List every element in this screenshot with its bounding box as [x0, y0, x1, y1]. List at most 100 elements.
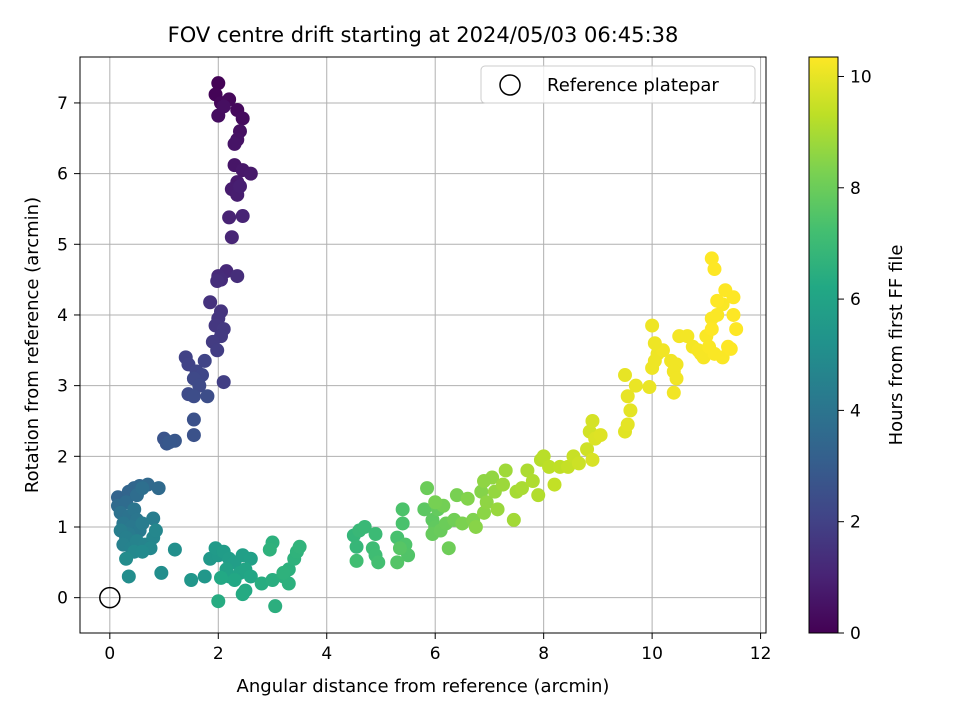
data-point	[536, 449, 551, 464]
data-point	[265, 572, 280, 587]
data-point	[235, 209, 250, 224]
data-point	[146, 511, 161, 526]
x-tick-label: 10	[641, 644, 663, 664]
data-point	[235, 111, 250, 126]
data-point	[618, 368, 633, 383]
y-tick-label: 3	[57, 377, 68, 397]
data-point	[455, 516, 470, 531]
x-tick-label: 4	[321, 644, 332, 664]
data-point	[292, 539, 307, 554]
y-tick-label: 2	[57, 447, 68, 467]
data-point	[593, 428, 608, 443]
y-tick-label: 4	[57, 306, 68, 326]
data-point	[479, 495, 494, 510]
legend-marker	[499, 74, 521, 96]
data-point	[417, 502, 432, 517]
data-point	[669, 371, 684, 386]
legend: Reference platepar	[480, 65, 756, 104]
reference-point-marker	[99, 586, 121, 609]
data-point	[585, 452, 600, 467]
data-point	[167, 542, 182, 557]
data-point	[710, 293, 725, 308]
data-point	[119, 551, 134, 566]
data-point	[460, 491, 475, 506]
data-point	[210, 274, 225, 289]
colorbar-tick-label: 2	[850, 513, 861, 533]
data-point	[281, 576, 296, 591]
data-point	[477, 505, 492, 520]
data-point	[390, 555, 405, 570]
x-tick-label: 2	[213, 644, 224, 664]
data-point	[197, 353, 212, 368]
data-point	[696, 350, 711, 365]
y-axis-ticks: 0 1 2 3 4 5 6 7	[57, 94, 80, 609]
data-point	[680, 329, 695, 344]
data-point	[357, 519, 372, 534]
data-point	[135, 544, 150, 559]
data-point	[216, 375, 231, 390]
colorbar-tick-label: 8	[850, 179, 861, 199]
data-point	[135, 481, 150, 496]
data-point	[371, 555, 386, 570]
data-point	[197, 569, 212, 584]
data-point	[547, 477, 562, 492]
data-point	[186, 389, 201, 404]
data-point	[498, 463, 513, 478]
data-point	[723, 341, 738, 356]
data-point	[200, 389, 215, 404]
data-point	[127, 502, 142, 517]
data-point	[707, 262, 722, 277]
colorbar-tick-label: 0	[850, 624, 861, 644]
x-tick-label: 6	[430, 644, 441, 664]
data-point	[268, 599, 283, 614]
data-point	[642, 380, 657, 395]
plot-frame	[79, 56, 767, 634]
data-point	[211, 76, 226, 91]
data-point	[525, 474, 540, 489]
data-point	[468, 519, 483, 534]
x-tick-label: 12	[750, 644, 772, 664]
x-axis-label: Angular distance from reference (arcmin)	[237, 676, 610, 697]
data-point	[262, 542, 277, 557]
colorbar-tick-label: 6	[850, 290, 861, 310]
data-point	[449, 488, 464, 503]
y-tick-label: 5	[57, 235, 68, 255]
data-point	[514, 481, 529, 496]
data-point	[506, 512, 521, 527]
data-point	[227, 572, 242, 587]
data-point	[571, 456, 586, 471]
data-point	[666, 385, 681, 400]
data-point	[154, 565, 169, 580]
data-point	[243, 569, 258, 584]
data-point	[647, 336, 662, 351]
data-point	[254, 576, 269, 591]
data-point	[395, 516, 410, 531]
data-point	[620, 417, 635, 432]
data-point	[243, 166, 258, 181]
data-point	[704, 251, 719, 266]
data-point	[420, 481, 435, 496]
data-point	[184, 572, 199, 587]
data-points	[110, 76, 744, 614]
data-point	[710, 307, 725, 322]
data-point	[148, 523, 163, 538]
data-point	[531, 488, 546, 503]
data-point	[718, 283, 733, 298]
x-tick-label: 8	[538, 644, 549, 664]
data-point	[349, 539, 364, 554]
data-point	[729, 322, 744, 337]
data-point	[230, 269, 245, 284]
y-tick-label: 1	[57, 518, 68, 538]
data-point	[490, 502, 505, 517]
data-point	[580, 442, 595, 457]
data-point	[726, 307, 741, 322]
data-point	[216, 99, 231, 114]
data-point	[186, 412, 201, 427]
data-point	[495, 477, 510, 492]
data-point	[210, 343, 225, 358]
legend-box	[480, 65, 756, 104]
y-tick-label: 6	[57, 165, 68, 185]
data-point	[520, 463, 535, 478]
y-tick-label: 7	[57, 94, 68, 114]
